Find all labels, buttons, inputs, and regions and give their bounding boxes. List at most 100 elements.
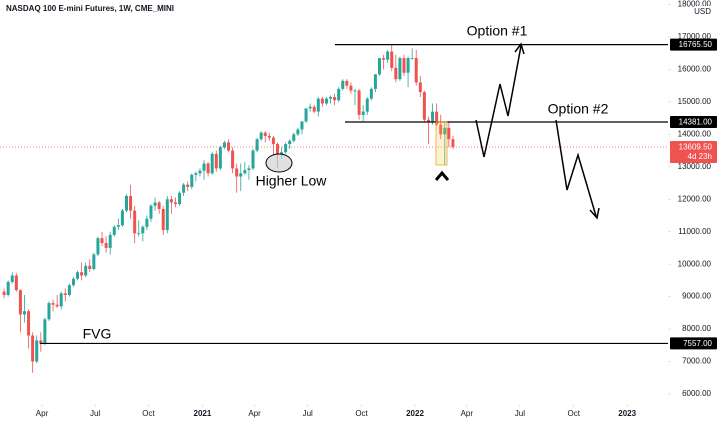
candle-body	[231, 150, 235, 169]
candle-body	[406, 58, 410, 73]
candle-body	[267, 135, 271, 138]
candle-body	[218, 147, 222, 169]
price-countdown: 4d 23h	[688, 152, 712, 161]
candle-body	[320, 98, 324, 104]
candle-body	[251, 150, 255, 169]
candle-body	[190, 174, 194, 187]
candle-body	[324, 98, 328, 104]
candle-body	[161, 208, 165, 231]
candle-body	[67, 285, 71, 295]
candle-body	[288, 140, 292, 145]
candle-body	[10, 275, 14, 282]
higher-low-circle	[265, 153, 293, 173]
candle-body	[84, 265, 88, 276]
candle-body	[357, 90, 361, 115]
level-label-box	[670, 115, 717, 128]
currency-label: USD	[694, 7, 711, 16]
level-label: 14381.00	[679, 118, 713, 127]
y-tick-label: 14000.00	[678, 129, 712, 138]
candle-body	[96, 238, 100, 255]
candle-body	[422, 92, 426, 120]
candle-body	[14, 275, 18, 291]
candle-body	[312, 106, 316, 112]
candle-body	[337, 88, 341, 101]
candle-body	[165, 199, 169, 231]
x-tick-label: 2023	[618, 409, 636, 418]
option1-arrowhead	[514, 42, 525, 55]
candle-body	[71, 278, 75, 286]
candle-body	[263, 132, 267, 136]
candle-body	[349, 85, 353, 91]
candle-body	[59, 293, 63, 307]
candle-body	[31, 335, 35, 362]
candle-body	[55, 304, 59, 307]
level-label-box	[670, 337, 717, 350]
candle-body	[51, 303, 55, 305]
option1-path	[475, 45, 522, 158]
candle-body	[129, 195, 133, 211]
candle-body	[104, 243, 108, 248]
candle-body	[275, 144, 279, 154]
fvg-label: FVG	[83, 326, 112, 342]
candle-body	[271, 137, 275, 145]
candle-body	[63, 293, 67, 295]
candle-body	[373, 74, 377, 89]
y-tick-label: 12000.00	[678, 194, 712, 203]
x-tick-label: Oct	[568, 409, 581, 418]
candle-body	[451, 139, 455, 147]
candle-body	[390, 51, 394, 68]
x-tick-label: Jul	[303, 409, 313, 418]
candle-body	[214, 153, 218, 169]
candle-body	[361, 111, 365, 115]
candle-body	[100, 238, 104, 244]
candle-body	[353, 90, 357, 92]
candle-body	[402, 58, 406, 73]
y-tick-label: 9000.00	[682, 292, 711, 301]
higher-low-label: Higher Low	[256, 173, 328, 189]
candle-body	[443, 127, 447, 135]
candle-body	[27, 311, 31, 336]
x-tick-label: 2022	[406, 409, 424, 418]
candle-body	[435, 111, 439, 125]
candle-body	[194, 173, 198, 175]
level-label: 16765.50	[679, 40, 713, 49]
candle-body	[418, 82, 422, 93]
candle-body	[394, 67, 398, 80]
candle-body	[206, 163, 210, 174]
candle-body	[292, 134, 296, 141]
y-tick-label: 11000.00	[678, 227, 711, 236]
candle-body	[382, 58, 386, 60]
candle-body	[186, 184, 190, 187]
candle-body	[345, 80, 349, 86]
candle-body	[198, 170, 202, 174]
y-tick-label: 16000.00	[678, 65, 712, 74]
candle-body	[173, 202, 177, 205]
candle-body	[369, 88, 373, 99]
y-tick-label: 13000.00	[678, 162, 712, 171]
x-tick-label: Oct	[142, 409, 155, 418]
candle-body	[149, 205, 153, 219]
option2-path	[555, 119, 597, 217]
candle-body	[133, 210, 137, 234]
price-axis: 6000.00 7000.00 8000.00 9000.00 10000.00 1100…	[36, 0, 717, 418]
candle-body	[137, 233, 141, 235]
candle-body	[284, 144, 288, 153]
candle-body	[414, 58, 418, 83]
x-tick-label: Apr	[248, 409, 261, 418]
x-tick-label: 2021	[194, 409, 212, 418]
candle-body	[92, 254, 96, 270]
candle-body	[280, 152, 284, 154]
price-label: 13609.50	[679, 143, 713, 152]
chart-title: NASDAQ 100 E-mini Futures, 1W, CME_MINI	[6, 4, 174, 13]
candle-body	[22, 311, 26, 315]
candle-body	[2, 291, 6, 295]
x-tick-label: Apr	[36, 409, 49, 418]
candle-body	[235, 168, 239, 177]
candle-body	[447, 127, 451, 140]
price-label-box	[670, 141, 717, 164]
candle-body	[43, 319, 47, 344]
candle-body	[202, 163, 206, 171]
